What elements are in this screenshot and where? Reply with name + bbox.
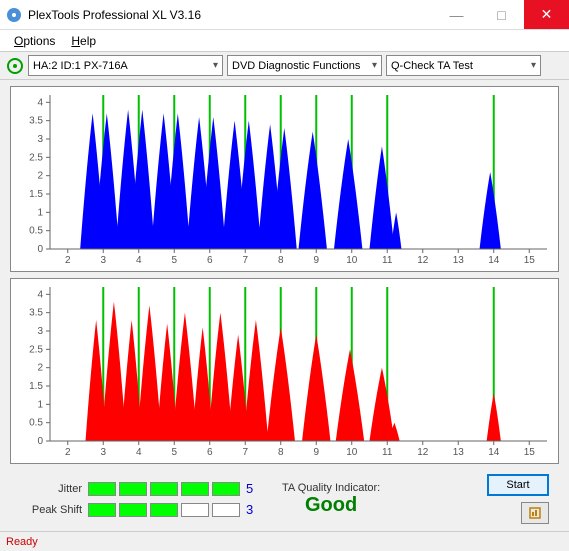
menubar: Options Help: [0, 30, 569, 52]
bar-segment: [119, 503, 147, 517]
bar-segment: [212, 482, 240, 496]
app-icon: [6, 7, 22, 23]
bottom-panel: Jitter 5 Peak Shift 3 TA Quality Indicat…: [10, 470, 559, 526]
svg-text:2: 2: [37, 363, 43, 374]
bar-segment: [119, 482, 147, 496]
svg-text:2: 2: [65, 447, 71, 458]
svg-text:5: 5: [171, 255, 177, 266]
svg-text:3: 3: [37, 134, 43, 145]
svg-text:7: 7: [242, 447, 248, 458]
jitter-label: Jitter: [20, 483, 82, 495]
svg-text:13: 13: [453, 447, 465, 458]
menu-help[interactable]: Help: [63, 32, 104, 50]
close-button[interactable]: ✕: [524, 0, 569, 29]
svg-text:0: 0: [37, 436, 43, 447]
svg-text:3: 3: [100, 447, 106, 458]
svg-text:1.5: 1.5: [29, 381, 43, 392]
svg-text:15: 15: [524, 447, 536, 458]
quality-indicator: TA Quality Indicator: Good: [282, 482, 380, 517]
function-group-selector[interactable]: DVD Diagnostic Functions: [227, 55, 382, 76]
bar-segment: [181, 482, 209, 496]
titlebar: PlexTools Professional XL V3.16 — □ ✕: [0, 0, 569, 30]
svg-text:0.5: 0.5: [29, 418, 43, 429]
svg-text:7: 7: [242, 255, 248, 266]
export-button[interactable]: [521, 502, 549, 524]
maximize-button[interactable]: □: [479, 0, 524, 29]
svg-text:4: 4: [136, 447, 142, 458]
svg-text:4: 4: [37, 97, 43, 108]
bar-segment: [88, 482, 116, 496]
svg-text:4: 4: [37, 289, 43, 300]
svg-text:9: 9: [313, 447, 319, 458]
svg-text:1.5: 1.5: [29, 189, 43, 200]
statusbar: Ready: [0, 531, 569, 551]
metrics: Jitter 5 Peak Shift 3: [20, 481, 264, 517]
svg-text:12: 12: [417, 255, 429, 266]
quality-label: TA Quality Indicator:: [282, 482, 380, 494]
jitter-row: Jitter 5: [20, 481, 264, 496]
svg-text:15: 15: [524, 255, 536, 266]
test-type-selector[interactable]: Q-Check TA Test: [386, 55, 541, 76]
jitter-value: 5: [246, 481, 264, 496]
svg-text:3: 3: [100, 255, 106, 266]
svg-text:3.5: 3.5: [29, 308, 43, 319]
svg-text:1: 1: [37, 399, 43, 410]
toolbar: HA:2 ID:1 PX-716A DVD Diagnostic Functio…: [0, 52, 569, 80]
window-controls: — □ ✕: [434, 0, 569, 29]
svg-text:6: 6: [207, 255, 213, 266]
peakshift-bars: [88, 503, 240, 517]
start-button[interactable]: Start: [487, 474, 549, 496]
svg-text:0: 0: [37, 244, 43, 255]
chart-bottom: 0 0.5 1 1.5 2 2.5 3 3.5 4 2 3 4 5 6 7 8 9 10 11 12 13 14 15: [10, 278, 559, 464]
svg-text:9: 9: [313, 255, 319, 266]
svg-text:11: 11: [382, 447, 393, 458]
svg-text:2.5: 2.5: [29, 344, 43, 355]
svg-text:3.5: 3.5: [29, 116, 43, 127]
status-text: Ready: [6, 536, 38, 548]
bar-segment: [181, 503, 209, 517]
button-column: Start: [487, 474, 549, 524]
window-title: PlexTools Professional XL V3.16: [28, 8, 434, 22]
svg-text:1: 1: [37, 207, 43, 218]
bar-segment: [150, 482, 178, 496]
svg-text:3: 3: [37, 326, 43, 337]
svg-text:6: 6: [207, 447, 213, 458]
svg-text:12: 12: [417, 447, 429, 458]
chart-top: 0 0.5 1 1.5 2 2.5 3 3.5 4 2 3 4 5 6 7 8 9 10 11 12 13 14 15: [10, 86, 559, 272]
drive-selector[interactable]: HA:2 ID:1 PX-716A: [28, 55, 223, 76]
svg-text:4: 4: [136, 255, 142, 266]
disc-icon: [6, 57, 24, 75]
svg-text:2: 2: [37, 171, 43, 182]
bar-segment: [150, 503, 178, 517]
svg-text:2.5: 2.5: [29, 152, 43, 163]
svg-text:2: 2: [65, 255, 71, 266]
peakshift-value: 3: [246, 502, 264, 517]
svg-text:10: 10: [346, 447, 358, 458]
svg-text:11: 11: [382, 255, 393, 266]
content-area: 00.511.522.533.5423456789101112131415 00…: [0, 80, 569, 530]
svg-text:8: 8: [278, 255, 284, 266]
peakshift-label: Peak Shift: [20, 504, 82, 516]
svg-text:8: 8: [278, 447, 284, 458]
svg-text:0.5: 0.5: [29, 226, 43, 237]
menu-options[interactable]: Options: [6, 32, 63, 50]
svg-text:13: 13: [453, 255, 465, 266]
bar-segment: [88, 503, 116, 517]
svg-text:5: 5: [171, 447, 177, 458]
svg-text:14: 14: [488, 447, 500, 458]
bar-segment: [212, 503, 240, 517]
svg-text:10: 10: [346, 255, 358, 266]
peakshift-row: Peak Shift 3: [20, 502, 264, 517]
minimize-button[interactable]: —: [434, 0, 479, 29]
jitter-bars: [88, 482, 240, 496]
quality-value: Good: [282, 494, 380, 517]
svg-text:14: 14: [488, 255, 500, 266]
